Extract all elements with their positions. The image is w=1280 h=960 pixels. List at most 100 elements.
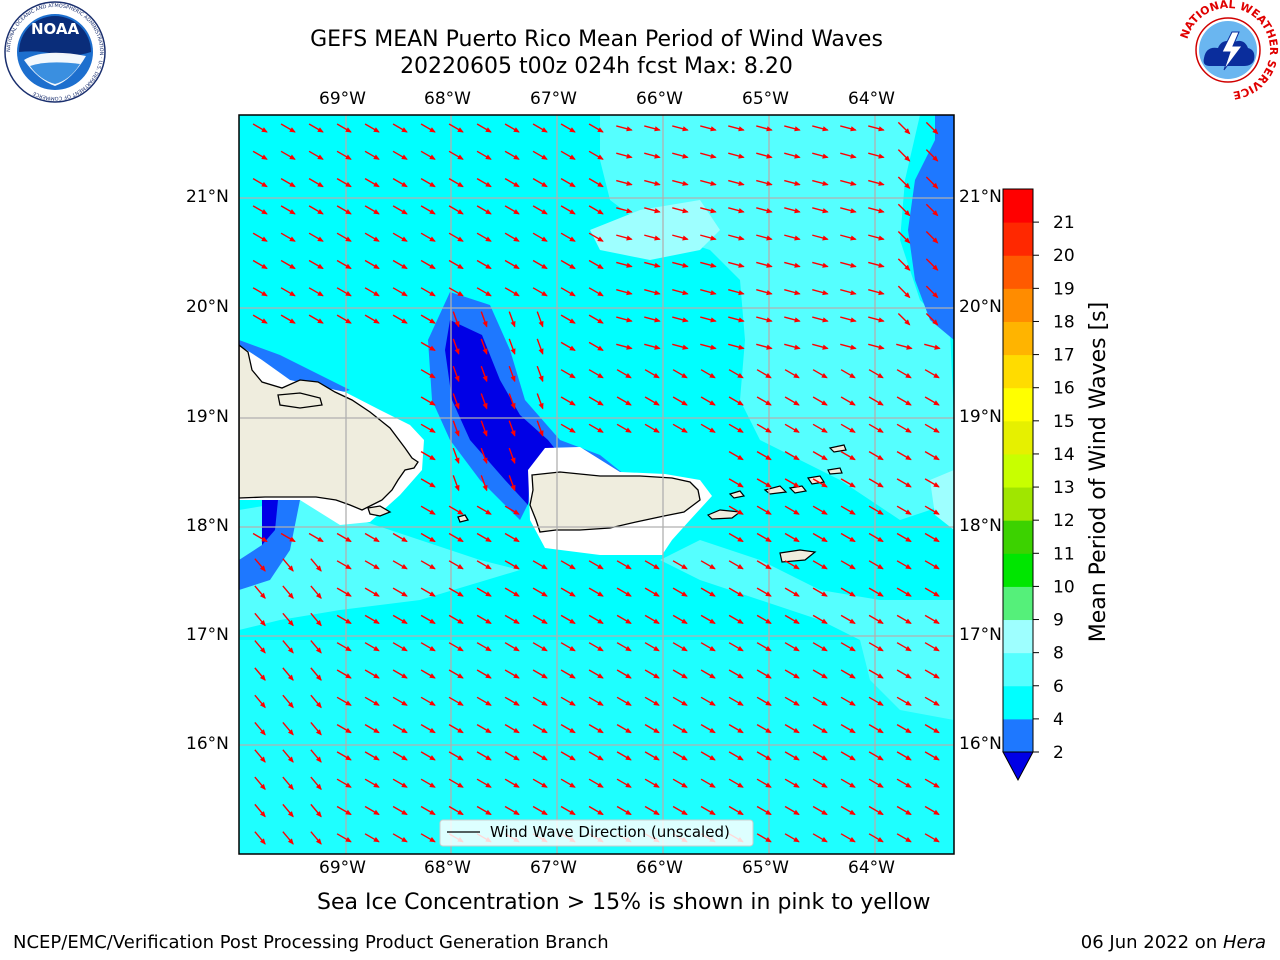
wave-direction-arrowhead (625, 400, 632, 406)
wave-direction-arrowhead (315, 756, 322, 763)
wave-direction-arrowhead (878, 126, 885, 132)
wave-direction-arrowhead (626, 235, 633, 241)
wave-direction-arrowhead (765, 400, 772, 406)
wave-direction-arrowhead (849, 755, 856, 761)
wave-direction-arrowhead (626, 208, 633, 214)
wave-direction-arrowhead (877, 645, 884, 652)
wave-direction-arrowhead (482, 321, 488, 328)
wave-direction-arrowhead (933, 700, 940, 706)
wave-direction-arrowhead (510, 402, 516, 410)
wave-direction-arrowhead (933, 837, 940, 843)
wave-direction-arrowhead (429, 291, 436, 297)
wave-direction-arrowhead (653, 645, 660, 652)
wave-direction-arrowhead (401, 755, 408, 761)
wave-direction-arrowhead (373, 727, 380, 734)
wave-direction-arrowhead (429, 263, 436, 269)
wave-direction-arrowhead (289, 318, 296, 324)
wave-direction-arrowhead (261, 536, 268, 542)
chart-title: GEFS MEAN Puerto Rico Mean Period of Win… (310, 27, 883, 52)
wave-direction-arrowhead (513, 127, 520, 133)
wave-direction-arrowhead (287, 674, 294, 681)
wave-direction-arrowhead (597, 263, 604, 269)
wave-direction-arrowhead (765, 727, 772, 734)
map-legend-label: Wind Wave Direction (unscaled) (490, 823, 730, 841)
wind-wave-direction-arrows (252, 121, 941, 845)
colorbar-band (1003, 619, 1033, 654)
wave-direction-arrowhead (681, 372, 688, 379)
wave-direction-arrowhead (315, 674, 322, 681)
wave-direction-arrowhead (765, 509, 772, 515)
wave-direction-arrowhead (904, 292, 911, 299)
wave-direction-arrowhead (821, 755, 828, 761)
colorbar-tick-label: 21 (1053, 213, 1075, 233)
wave-direction-arrowhead (793, 536, 800, 542)
wave-direction-arrowhead (878, 153, 885, 159)
wave-direction-arrowhead (457, 591, 464, 597)
wave-direction-arrowhead (681, 591, 688, 597)
wave-direction-arrowhead (905, 618, 912, 624)
wave-direction-arrowhead (287, 783, 294, 791)
wave-direction-arrowhead (259, 729, 266, 736)
wave-direction-arrowhead (373, 209, 380, 215)
wave-direction-arrowhead (681, 564, 688, 570)
wave-direction-arrowhead (485, 564, 492, 570)
wave-direction-arrowhead (654, 208, 661, 214)
wave-direction-arrowhead (737, 372, 744, 379)
wave-direction-arrowhead (597, 700, 604, 706)
wave-direction-arrowhead (849, 482, 856, 488)
wave-direction-arrowhead (933, 536, 940, 542)
wave-direction-arrowhead (737, 809, 744, 815)
wave-direction-arrowhead (709, 700, 716, 706)
wave-direction-arrowhead (597, 181, 604, 188)
land-vieques (706, 509, 742, 520)
wave-direction-arrowhead (738, 180, 745, 186)
wave-direction-arrowhead (933, 673, 940, 679)
wave-direction-arrowhead (793, 673, 800, 679)
wave-direction-arrowhead (373, 837, 380, 843)
lat-label-left-18n: 18°N (186, 516, 229, 536)
wave-direction-arrowhead (401, 591, 408, 597)
wave-direction-arrowhead (709, 427, 716, 433)
wave-direction-arrowhead (821, 454, 828, 461)
wave-direction-arrowhead (541, 291, 548, 297)
wave-direction-arrowhead (821, 645, 828, 652)
wave-direction-arrowhead (485, 809, 492, 815)
wave-direction-arrowhead (933, 591, 940, 597)
wave-direction-arrowhead (904, 182, 911, 189)
wave-direction-arrowhead (710, 208, 717, 214)
wave-direction-arrowhead (905, 591, 912, 597)
wave-direction-arrowhead (653, 727, 660, 734)
wave-direction-arrowhead (904, 155, 911, 162)
wave-direction-arrowhead (345, 809, 352, 815)
wave-direction-arrowhead (259, 647, 266, 654)
wave-direction-arrowhead (709, 564, 716, 570)
wave-direction-arrowhead (597, 782, 604, 788)
wave-direction-arrowhead (401, 564, 408, 570)
wave-direction-arrowhead (710, 180, 717, 186)
wave-direction-arrowhead (709, 809, 716, 815)
wave-direction-arrowhead (933, 564, 940, 570)
wave-direction-arrowhead (933, 400, 940, 406)
wave-direction-arrowhead (373, 591, 380, 597)
wave-direction-arrowhead (849, 536, 856, 542)
wave-direction-arrowhead (289, 536, 296, 542)
colorbar-tick-label: 11 (1053, 544, 1075, 564)
wave-direction-arrowhead (429, 591, 436, 597)
colorbar-tick-label: 6 (1053, 677, 1064, 697)
wave-direction-arrowhead (654, 317, 661, 323)
wave-direction-arrowhead (877, 618, 884, 624)
wave-direction-arrowhead (538, 430, 544, 437)
wave-direction-arrowhead (510, 484, 516, 492)
lat-label-right-17n: 17°N (959, 625, 1002, 645)
wave-direction-arrowhead (429, 154, 436, 160)
wave-direction-arrowhead (287, 565, 294, 572)
wave-direction-arrowhead (794, 153, 801, 159)
wave-direction-arrowhead (373, 673, 380, 679)
colorbar-tick-label: 10 (1053, 577, 1075, 597)
wave-direction-arrowhead (513, 209, 520, 215)
wave-direction-arrowhead (765, 427, 772, 433)
wave-direction-arrowhead (259, 838, 266, 845)
wave-direction-arrowhead (682, 262, 689, 268)
wave-direction-arrowhead (904, 210, 911, 217)
colorbar-band (1003, 586, 1033, 621)
